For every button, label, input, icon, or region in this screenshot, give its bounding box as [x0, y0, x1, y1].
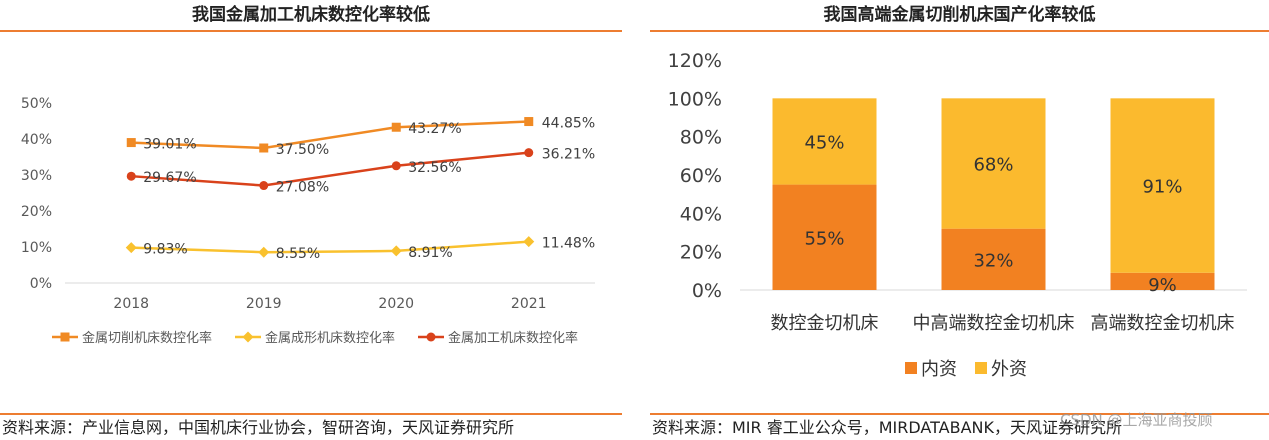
data-label: 29.67% — [143, 170, 196, 186]
data-point — [524, 148, 534, 158]
data-label: 11.48% — [542, 236, 595, 252]
y-tick-label: 10% — [21, 240, 52, 256]
data-point — [259, 143, 269, 153]
legend-label: 内资 — [921, 359, 957, 380]
left-source-note: 资料来源：产业信息网，中国机床行业协会，智研咨询，天风证券研究所 — [2, 418, 515, 437]
y-tick-label: 80% — [680, 127, 722, 149]
bar-segment-foreign — [941, 98, 1046, 229]
y-tick-label: 100% — [668, 88, 722, 110]
right-title-rule — [650, 30, 1269, 32]
data-point — [259, 181, 269, 191]
x-tick-label: 2019 — [246, 296, 282, 312]
right-bottom-rule — [650, 413, 1269, 415]
legend-swatch — [905, 362, 917, 374]
bar-segment-foreign — [1110, 98, 1215, 273]
data-label: 44.85% — [542, 116, 595, 132]
legend-swatch — [975, 362, 987, 374]
x-tick-label: 中高端数控金切机床 — [913, 313, 1075, 334]
x-tick-label: 2020 — [378, 296, 414, 312]
data-label: 36.21% — [542, 147, 595, 163]
data-label: 9.83% — [143, 242, 187, 258]
csdn-watermark: CSDN @上海亚商投顾 — [1060, 411, 1213, 429]
bar-data-label: 68% — [973, 155, 1013, 176]
line-chart: 0% 10% 20% 30% 40% 50% 2018 2019 2020 2021 39.01% 3… — [21, 96, 595, 346]
data-label: 8.55% — [276, 246, 320, 262]
right-source-note: 资料来源：MIR 睿工业公众号，MIRDATABANK，天风证券研究所 — [652, 418, 1122, 437]
data-label: 32.56% — [408, 160, 461, 176]
left-title-rule — [0, 30, 622, 32]
data-point — [524, 117, 534, 127]
y-tick-label: 40% — [21, 132, 52, 148]
data-point — [258, 246, 270, 258]
y-tick-label: 50% — [21, 96, 52, 112]
y-tick-label: 20% — [21, 204, 52, 220]
bar-segment-domestic — [772, 184, 877, 290]
left-bottom-rule — [0, 413, 622, 415]
data-label: 37.50% — [276, 142, 329, 158]
bar-segment-domestic — [1110, 272, 1215, 290]
series-line — [131, 151, 529, 187]
series-line — [131, 120, 529, 150]
data-point — [391, 161, 401, 171]
left-chart-title: 我国金属加工机床数控化率较低 — [192, 5, 430, 25]
y-tick-label: 0% — [692, 280, 722, 302]
legend-label: 外资 — [991, 359, 1027, 380]
bar-data-label: 9% — [1148, 275, 1177, 296]
x-tick-label: 高端数控金切机床 — [1091, 313, 1235, 334]
data-point — [126, 138, 136, 148]
x-tick-label: 数控金切机床 — [771, 313, 879, 334]
y-tick-label: 0% — [30, 276, 52, 292]
bar-data-label: 91% — [1142, 177, 1182, 198]
right-chart-title: 我国高端金属切削机床国产化率较低 — [823, 5, 1096, 25]
x-tick-label: 2018 — [113, 296, 149, 312]
data-label: 43.27% — [408, 121, 461, 137]
data-point — [126, 171, 136, 181]
bar-segment-domestic — [941, 228, 1046, 290]
left-chart-panel: 我国金属加工机床数控化率较低 0% 10% 20% 30% 40% 50% 2018 2019… — [0, 0, 622, 440]
data-point — [391, 122, 401, 132]
data-label: 39.01% — [143, 137, 196, 153]
legend-label: 金属加工机床数控化率 — [448, 330, 578, 346]
data-label: 27.08% — [276, 180, 329, 196]
data-point — [390, 245, 402, 257]
bar-data-label: 45% — [804, 132, 844, 153]
y-tick-label: 40% — [680, 203, 722, 225]
x-tick-label: 2021 — [511, 296, 547, 312]
y-tick-label: 20% — [680, 242, 722, 264]
right-chart-panel: 我国高端金属切削机床国产化率较低 0% 20% 40% 60% 80% 100% 120% 5… — [650, 0, 1269, 440]
legend-marker — [60, 332, 70, 342]
legend-label: 金属切削机床数控化率 — [82, 330, 212, 346]
legend-marker — [242, 331, 254, 343]
series-line — [131, 240, 529, 254]
data-label: 8.91% — [408, 245, 452, 261]
y-tick-label: 30% — [21, 168, 52, 184]
y-tick-label: 60% — [680, 165, 722, 187]
bar-segment-foreign — [772, 98, 877, 185]
legend-marker — [426, 332, 436, 342]
y-tick-label: 120% — [668, 50, 722, 72]
stacked-bar-chart: 0% 20% 40% 60% 80% 100% 120% 55% 45% 数控金切机床 32% 68%… — [668, 50, 1247, 380]
bar-data-label: 55% — [804, 228, 844, 249]
legend-label: 金属成形机床数控化率 — [265, 330, 395, 346]
data-point — [523, 236, 535, 248]
data-point — [125, 242, 137, 254]
bar-data-label: 32% — [973, 250, 1013, 271]
